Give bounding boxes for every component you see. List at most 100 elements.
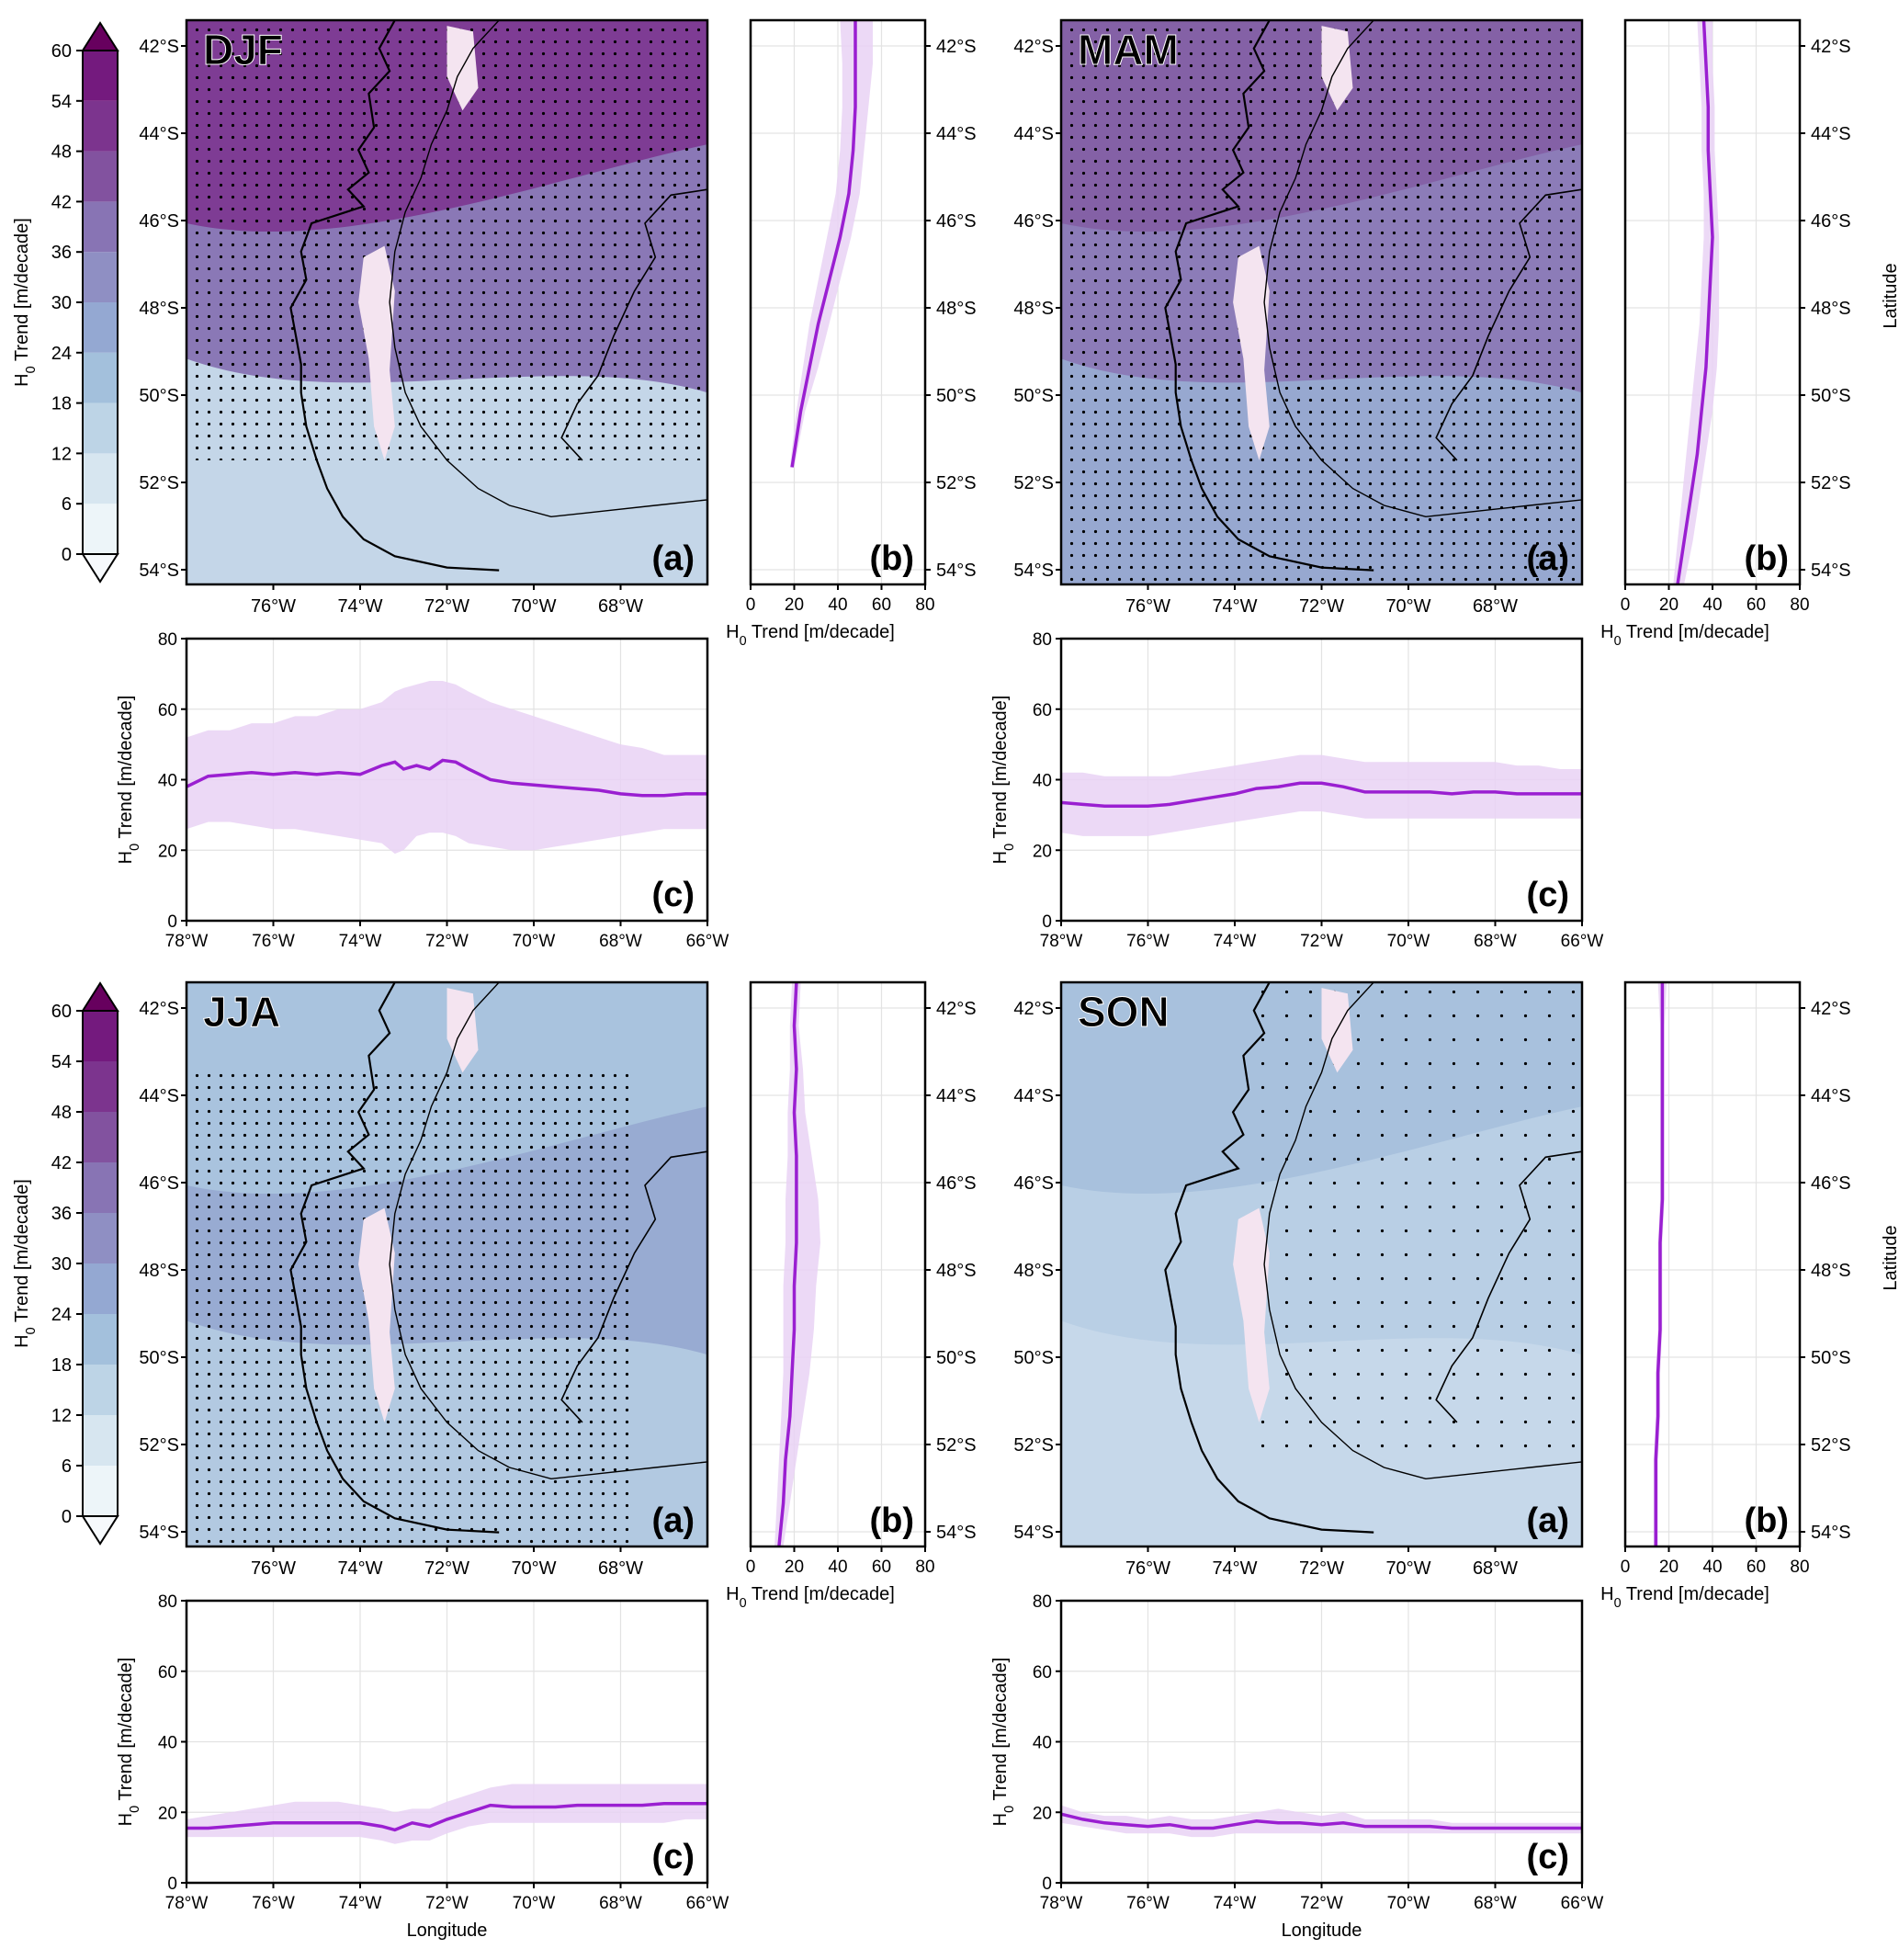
trend-tick-label: 60 [1033, 1663, 1052, 1682]
lon-tick-label: 72°W [1300, 1894, 1343, 1913]
colorbar-tick-label: 60 [51, 41, 72, 62]
trend-tick-label: 80 [1790, 1558, 1809, 1577]
colorbar-tick-label: 18 [51, 394, 72, 414]
trend-tick-label: 0 [1621, 1558, 1631, 1577]
label-subscript: 0 [1002, 844, 1017, 851]
colorbar-tick-label: 12 [51, 444, 72, 464]
mean-line [187, 1801, 707, 1832]
uncertainty-band [774, 982, 820, 1546]
colorbar-bin [83, 51, 118, 101]
map-lon-tick-label: 72°W [424, 1558, 469, 1579]
label-subscript: 0 [24, 366, 39, 373]
label-h: H [990, 851, 1011, 864]
map-lat-tick-label: 44°S [139, 124, 179, 144]
longitude-profile-panel: 78°W 76°W 74°W 72°W 70°W 68°W 66°W 0 20 40 60 80 (c)… [116, 630, 729, 951]
label-h: H [1600, 622, 1613, 642]
profile-lat-tick-label: 50°S [936, 1348, 977, 1368]
lon-tick-label: 70°W [1387, 1894, 1430, 1913]
colorbar-bin [83, 1112, 118, 1162]
label-h: H [12, 1334, 32, 1347]
label-rest: Trend [m/decade] [747, 1584, 895, 1604]
label-subscript: 0 [740, 1596, 747, 1611]
trend-tick-label: 20 [1659, 1558, 1679, 1577]
border-line [1263, 982, 1582, 1480]
season-panel-djf: 76°W 74°W 72°W 70°W 68°W 42°S 44°S 46°S 48°S 50°S… [116, 18, 977, 951]
map-lat-tick-label: 46°S [139, 211, 179, 232]
trend-tick-label: 80 [158, 630, 177, 650]
latitude-profile-panel: 0 20 40 60 80 42°S 44°S 46°S 48°S 50°S 52°S 54°S (b)… [1600, 18, 1899, 649]
colorbar-tick-label: 6 [62, 494, 72, 515]
trend-tick-label: 40 [158, 1734, 177, 1753]
map-lat-tick-label: 42°S [1013, 37, 1054, 57]
colorbar-bin [83, 252, 118, 302]
coastline-west [289, 982, 500, 1534]
map-lat-tick-label: 44°S [139, 1086, 179, 1106]
lon-tick-label: 74°W [339, 1894, 382, 1913]
trend-tick-label: 0 [167, 1875, 177, 1894]
border-line [389, 982, 707, 1480]
trend-tick-label: 20 [158, 1804, 177, 1823]
label-h: H [1600, 1584, 1613, 1604]
profile-lat-tick-label: 44°S [936, 124, 977, 144]
lon-tick-label: 70°W [513, 932, 556, 951]
latitude-profile-panel: 0 20 40 60 80 42°S 44°S 46°S 48°S 50°S 52°S 54°S (b)… [726, 18, 977, 649]
map-lat-tick-label: 54°S [139, 561, 179, 581]
colorbar-tick-label: 24 [51, 1305, 72, 1325]
lon-tick-label: 78°W [1040, 932, 1083, 951]
map-lon-tick-label: 70°W [1385, 596, 1430, 617]
colorbar-extend-max [81, 21, 119, 51]
mean-line [790, 20, 857, 468]
trend-tick-label: 0 [1042, 912, 1052, 932]
map-content [187, 982, 707, 1546]
trend-tick-label: 80 [1790, 595, 1809, 615]
colorbar-bin [83, 1365, 118, 1415]
label-rest: Trend [m/decade] [116, 696, 136, 844]
colorbar-bin [83, 100, 118, 152]
label-rest: Trend [m/decade] [1622, 1584, 1769, 1604]
uncertainty-band [187, 681, 707, 855]
map-lat-tick-label: 52°S [139, 473, 179, 493]
colorbar-bin [83, 1011, 118, 1061]
lon-tick-label: 68°W [599, 932, 642, 951]
longitude-axis-label: Longitude [407, 1920, 488, 1941]
colorbar-extend-min [81, 1515, 119, 1546]
map-lon-tick-label: 72°W [1299, 596, 1344, 617]
lon-tick-label: 66°W [686, 932, 729, 951]
mean-line [777, 981, 798, 1547]
map-lat-tick-label: 48°S [139, 1261, 179, 1281]
mean-line [1060, 1812, 1582, 1830]
profile-lat-tick-label: 44°S [936, 1086, 977, 1106]
trend-tick-label: 80 [915, 1558, 934, 1577]
colorbar-tick-label: 30 [51, 293, 72, 313]
colorbar-bin [83, 1415, 118, 1466]
colorbar-bin [83, 201, 118, 253]
map-lon-tick-label: 74°W [1212, 596, 1257, 617]
trend-tick-label: 20 [1659, 595, 1679, 615]
colorbar-tick-label: 36 [51, 243, 72, 263]
panel-tag-a: (a) [1527, 539, 1569, 578]
trend-tick-label: 0 [746, 595, 756, 615]
trend-tick-label: 40 [158, 772, 177, 791]
profile-lat-tick-label: 52°S [1811, 473, 1851, 493]
season-label: DJF [203, 26, 283, 74]
panel-tag-a: (a) [1527, 1501, 1569, 1540]
label-rest: Trend [m/decade] [990, 1658, 1011, 1806]
label-subscript: 0 [128, 844, 142, 851]
map-lat-tick-label: 46°S [139, 1173, 179, 1194]
map-lon-tick-label: 74°W [1212, 1558, 1257, 1579]
lon-tick-label: 70°W [1387, 932, 1430, 951]
colorbar-label: H0 Trend [m/decade] [12, 1179, 39, 1348]
lon-tick-label: 68°W [1474, 932, 1517, 951]
longitude-axis-label: Longitude [1282, 1920, 1362, 1941]
map-lon-tick-label: 68°W [598, 1558, 643, 1579]
colorbar-extend-max [81, 981, 119, 1012]
icefield [358, 245, 395, 460]
season-label: SON [1078, 988, 1170, 1036]
trend-tick-label: 60 [1033, 701, 1052, 720]
profile-y-label: H0 Trend [m/decade] [116, 1658, 142, 1827]
profile-lat-tick-label: 54°S [1811, 1523, 1851, 1543]
panel-tag-b: (b) [869, 539, 914, 578]
season-panel-mam: 76°W 74°W 72°W 70°W 68°W 42°S 44°S 46°S 48°S 50°S… [990, 18, 1899, 951]
profile-lat-tick-label: 42°S [936, 999, 977, 1019]
